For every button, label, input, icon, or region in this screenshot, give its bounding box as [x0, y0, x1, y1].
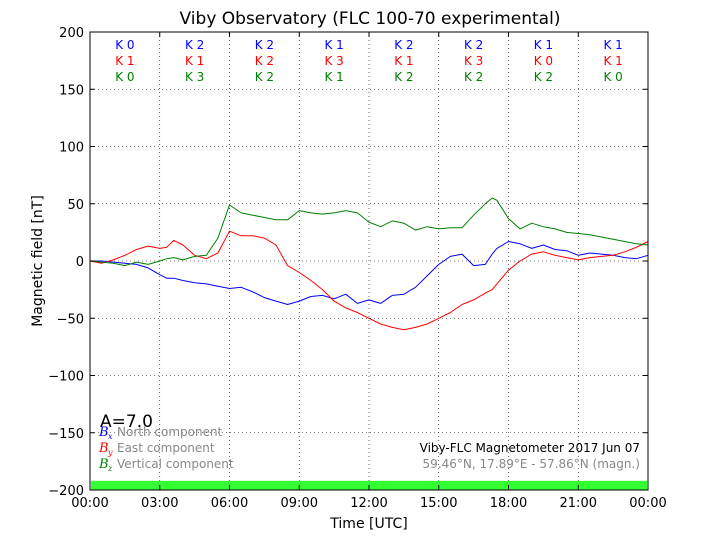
footer-info-line1: Viby-FLC Magnetometer 2017 Jun 07	[420, 441, 640, 455]
activity-label: A=7.0	[100, 412, 153, 432]
y-tick-label: 0	[76, 255, 84, 270]
x-axis-label: Time [UTC]	[329, 516, 407, 532]
k-index-labels: K 0 K 2 K 2 K 1 K 2 K 2 K 1 K 1 K 1 K 1 K 2 K 3 K 1 K…	[115, 38, 623, 84]
k-index-label: K 0	[115, 38, 134, 52]
y-tick-label: 50	[67, 198, 84, 213]
y-tick-label: −150	[48, 427, 84, 442]
axis-ticks: 00:00 03:00 06:00 09:00 12:00 15:00 18:00 21:00…	[48, 26, 666, 511]
series-line-east-component	[89, 230, 649, 331]
x-tick-label: 12:00	[350, 496, 387, 511]
k-index-label: K 1	[603, 54, 622, 68]
x-tick-label: 00:00	[71, 496, 108, 511]
series-line-north-component	[90, 241, 649, 305]
k-index-label: K 2	[394, 70, 413, 84]
k-index-label: K 1	[534, 38, 553, 52]
k-index-label: K 2	[255, 70, 274, 84]
x-tick-label: 03:00	[141, 496, 178, 511]
legend-symbol-subscript: y	[107, 448, 113, 457]
x-tick-label: 09:00	[281, 496, 318, 511]
k-index-label: K 0	[603, 70, 622, 84]
k-index-label: K 3	[185, 70, 204, 84]
series-lines	[89, 197, 649, 331]
k-index-label: K 2	[255, 38, 274, 52]
k-index-label: K 2	[255, 54, 274, 68]
footer-info-line2: 59.46°N, 17.89°E - 57.86°N (magn.)	[423, 457, 640, 471]
legend-label: Vertical component	[117, 457, 234, 471]
k-index-label: K 2	[464, 70, 483, 84]
x-tick-label: 18:00	[490, 496, 527, 511]
k-index-label: K 1	[324, 38, 343, 52]
k-index-label: K 0	[115, 70, 134, 84]
k-index-label: K 1	[115, 54, 134, 68]
grid-lines	[90, 32, 648, 490]
y-tick-label: −100	[48, 370, 84, 385]
k-index-label: K 1	[603, 38, 622, 52]
y-axis-label: Magnetic field [nT]	[30, 195, 46, 327]
k-index-label: K 1	[185, 54, 204, 68]
x-tick-label: 15:00	[420, 496, 457, 511]
legend-symbol: B	[98, 457, 109, 472]
k-index-label: K 1	[324, 70, 343, 84]
legend-label: North component	[117, 425, 223, 439]
x-tick-label: 06:00	[211, 496, 248, 511]
k-index-label: K 2	[185, 38, 204, 52]
y-tick-label: −50	[57, 312, 84, 327]
k-index-label: K 2	[394, 38, 413, 52]
legend-symbol: B	[98, 441, 109, 456]
k-index-label: K 2	[464, 38, 483, 52]
series-line-vertical-component	[89, 197, 649, 267]
k-index-label: K 3	[464, 54, 483, 68]
y-tick-label: 200	[59, 26, 84, 41]
k-index-label: K 2	[534, 70, 553, 84]
k-index-label: K 3	[324, 54, 343, 68]
k-index-label: K 0	[534, 54, 553, 68]
x-tick-label: 00:00	[629, 496, 666, 511]
legend-label: East component	[117, 441, 215, 455]
legend-symbol-subscript: z	[107, 464, 113, 473]
y-tick-label: 100	[59, 141, 84, 156]
k-index-label: K 1	[394, 54, 413, 68]
legend-symbol: B	[98, 425, 109, 440]
y-tick-label: −200	[48, 484, 84, 499]
legend-symbol-subscript: x	[108, 432, 113, 441]
x-tick-label: 21:00	[560, 496, 597, 511]
chart-title: Viby Observatory (FLC 100-70 experimenta…	[180, 9, 561, 29]
y-tick-label: 150	[59, 83, 84, 98]
